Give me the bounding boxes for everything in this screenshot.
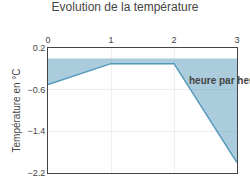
- svg-text:−0.6: −0.6: [27, 85, 45, 95]
- svg-text:0.2: 0.2: [33, 43, 46, 53]
- svg-text:Evolution de la température: Evolution de la température: [52, 0, 199, 14]
- svg-text:1: 1: [108, 35, 113, 45]
- svg-text:3: 3: [234, 35, 239, 45]
- svg-text:−2.2: −2.2: [27, 168, 45, 178]
- svg-text:heure par heure: heure par heure: [189, 75, 250, 86]
- svg-text:2: 2: [171, 35, 176, 45]
- svg-text:−1.4: −1.4: [27, 126, 45, 136]
- svg-text:Température en °C: Température en °C: [11, 68, 22, 152]
- svg-text:0: 0: [45, 35, 50, 45]
